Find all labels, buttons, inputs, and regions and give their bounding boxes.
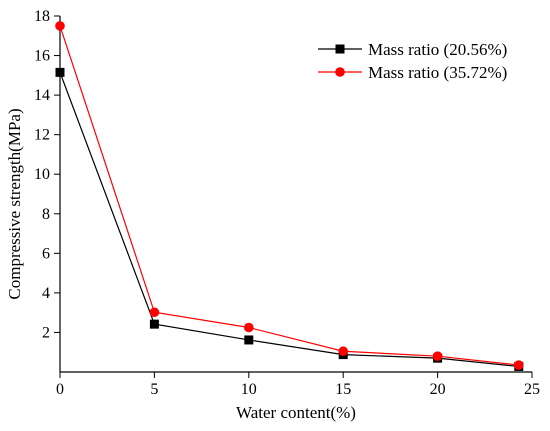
y-tick-label: 6: [42, 245, 50, 262]
data-point: [55, 67, 65, 77]
y-tick-label: 18: [34, 8, 50, 25]
series-2: [55, 21, 524, 370]
series-layer: [55, 21, 524, 371]
y-tick-label: 4: [42, 285, 50, 302]
y-tick-label: 8: [42, 206, 50, 223]
legend: Mass ratio (20.56%) Mass ratio (35.72%): [318, 40, 507, 82]
y-tick-label: 2: [42, 324, 50, 341]
x-tick-label: 15: [335, 381, 351, 398]
legend-item: Mass ratio (35.72%): [318, 63, 507, 82]
data-point: [149, 307, 160, 318]
x-axis-label: Water content(%): [236, 403, 356, 422]
legend-marker: [335, 67, 345, 77]
y-tick-label: 14: [34, 87, 50, 104]
data-point: [432, 351, 443, 361]
data-point: [244, 335, 254, 345]
x-tick-label: 0: [56, 381, 64, 398]
data-point: [55, 21, 65, 31]
series-1: [55, 67, 524, 371]
y-ticks: 2 4 6 8 10 12 14 16 18: [34, 8, 60, 341]
legend-item: Mass ratio (20.56%): [318, 40, 507, 59]
y-axis-label: Compressive strength(MPa): [5, 108, 24, 299]
series-line: [59, 72, 519, 368]
legend-label: Mass ratio (35.72%): [368, 63, 507, 82]
x-tick-label: 10: [241, 381, 257, 398]
y-tick-label: 12: [34, 127, 50, 144]
legend-marker: [335, 44, 345, 54]
legend-label: Mass ratio (20.56%): [368, 40, 507, 59]
data-point: [338, 346, 349, 357]
y-tick-label: 10: [34, 166, 50, 183]
data-point: [513, 360, 524, 370]
y-tick-label: 16: [34, 48, 50, 65]
x-ticks: 0 5 10 15 20 25: [56, 372, 540, 398]
series-line: [59, 25, 519, 366]
data-point: [244, 322, 254, 333]
x-tick-label: 5: [150, 381, 158, 398]
data-point: [149, 319, 159, 329]
x-tick-label: 20: [430, 381, 446, 398]
x-tick-label: 25: [524, 381, 540, 398]
